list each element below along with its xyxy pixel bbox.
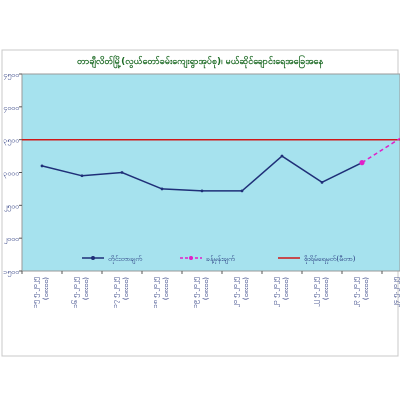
x-tick-label-time: (၀၈း၀၀) (282, 277, 290, 300)
y-tick-label: ၂၀၀၀ (3, 235, 19, 244)
x-tick-label-time: (၀၈း၀၀) (362, 277, 370, 300)
x-tick-label-date: ၂၁ ၅.၂၀၂၅ (271, 277, 280, 309)
chart-title: တာချီလိတ်မြို့(လွယ်တော်ခမ်းကျေးရွာအုပ်စု… (77, 55, 323, 69)
x-tick-label-date: ၂၄ ၅.၂၀၂၅ (391, 277, 400, 309)
chart-frame: တာချီလိတ်မြို့(လွယ်တော်ခမ်းကျေးရွာအုပ်စု… (0, 48, 400, 358)
x-tick-label-time: (၀၈း၀၀) (122, 277, 130, 300)
y-tick-label: ၂၅၀၀ (3, 202, 19, 211)
x-tick-label-date: ၂၃ ၅.၂၀၂၅ (351, 277, 360, 309)
x-tick-label-date: ၁၅ ၅.၂၀၂၅ (31, 277, 40, 308)
x-tick-label-date: ၁၉ ၅.၂၀၂၅ (191, 277, 200, 308)
data-point (40, 164, 44, 168)
legend-label-0: တိုင်းတာချက် (108, 255, 143, 264)
data-point (359, 160, 365, 166)
plot-area (21, 73, 400, 272)
data-point (80, 174, 84, 178)
x-axis: ၁၅ ၅.၂၀၂၅ (၀၈း၀၀) ၁၆ ၅.၂၀၂၅ (၀၈း၀၀) ၁၇ ၅.၂၀၂… (21, 271, 400, 309)
legend-marker (189, 256, 193, 260)
data-point (160, 187, 164, 191)
x-tick-label-date: ၁၈ ၅.၂၀၂၅ (151, 277, 160, 308)
y-tick-label: ၁၅၀၀ (3, 268, 19, 277)
x-tick-label-date: ၂၀ ၅.၂၀၂၅ (231, 277, 240, 309)
y-tick-label: ၃၀၀၀ (3, 170, 19, 179)
series-line-1 (361, 137, 400, 164)
legend-marker (91, 256, 95, 260)
x-tick-label-date: ၁၇ ၅.၂၀၂၅ (111, 277, 120, 308)
legend: တိုင်းတာချက် ခန့်မှန်းချက် စိုးရိမ်ရေမှတ်(… (82, 255, 356, 264)
series-layer (40, 137, 400, 193)
x-tick-label-time: (၀၈း၀၀) (82, 277, 90, 300)
legend-label-1: ခန့်မှန်းချက် (206, 255, 235, 264)
x-tick-label-time: (၀၈း၀၀) (202, 277, 210, 300)
x-tick-label-time: (၀၈း၀၀) (162, 277, 170, 300)
data-point (280, 154, 284, 158)
data-point (200, 189, 204, 193)
x-tick-label-date: ၂၂ ၅.၂၀၂၅ (311, 277, 320, 308)
x-tick-label-time: (၀၈း၀၀) (42, 277, 50, 300)
data-point (120, 171, 124, 174)
y-tick-label: ၄၀၀၀ (3, 104, 19, 113)
y-tick-label: ၄၅၀၀ (3, 71, 19, 80)
x-tick-label-date: ၁၆ ၅.၂၀၂၅ (71, 277, 80, 308)
legend-label-2: စိုးရိမ်ရေမှတ်(မီတာ) (304, 255, 356, 264)
y-tick-label: ၃၅၀၀ (3, 137, 19, 146)
line-chart: တာချီလိတ်မြို့(လွယ်တော်ခမ်းကျေးရွာအုပ်စု… (1, 49, 400, 357)
x-tick-label-time: (၀၈း၀၀) (322, 277, 330, 300)
data-point (240, 189, 244, 193)
x-tick-label-time: (၀၈း၀၀) (242, 277, 250, 300)
data-point (320, 180, 324, 184)
